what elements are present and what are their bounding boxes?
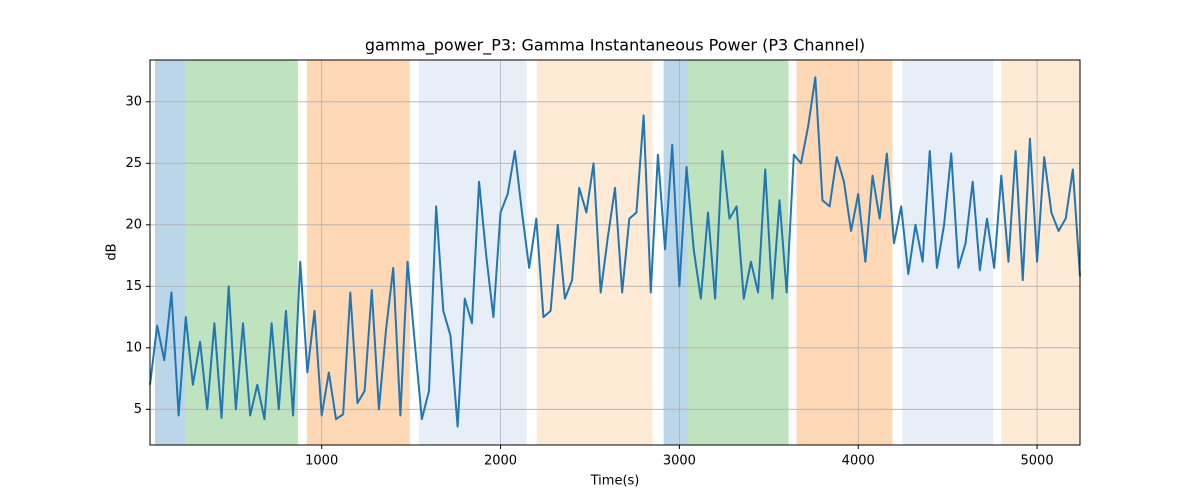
x-tick-label: 1000 bbox=[305, 454, 338, 469]
shaded-span bbox=[1001, 60, 1080, 445]
y-tick-label: 10 bbox=[125, 340, 142, 355]
data-line bbox=[149, 76, 1081, 428]
y-tick-label: 15 bbox=[125, 279, 142, 294]
y-tick-label: 5 bbox=[134, 402, 142, 417]
shaded-span bbox=[536, 60, 653, 445]
shaded-span bbox=[418, 60, 527, 445]
y-tick-label: 25 bbox=[125, 156, 142, 171]
shaded-span bbox=[687, 60, 789, 445]
chart-title: gamma_power_P3: Gamma Instantaneous Powe… bbox=[365, 36, 865, 56]
x-axis-label: Time(s) bbox=[590, 474, 640, 489]
plot-frame bbox=[149, 59, 1081, 446]
shaded-span bbox=[796, 60, 893, 445]
shaded-span bbox=[902, 60, 994, 445]
x-tick-label: 2000 bbox=[484, 454, 517, 469]
y-axis-label: dB bbox=[105, 243, 120, 260]
shaded-span bbox=[663, 60, 688, 445]
y-tick-label: 20 bbox=[125, 217, 142, 232]
x-tick-label: 3000 bbox=[663, 454, 696, 469]
x-tick-label: 4000 bbox=[842, 454, 875, 469]
shaded-span bbox=[306, 60, 410, 445]
shaded-span bbox=[155, 60, 186, 445]
y-tick-label: 30 bbox=[125, 94, 142, 109]
x-tick-label: 5000 bbox=[1021, 454, 1054, 469]
